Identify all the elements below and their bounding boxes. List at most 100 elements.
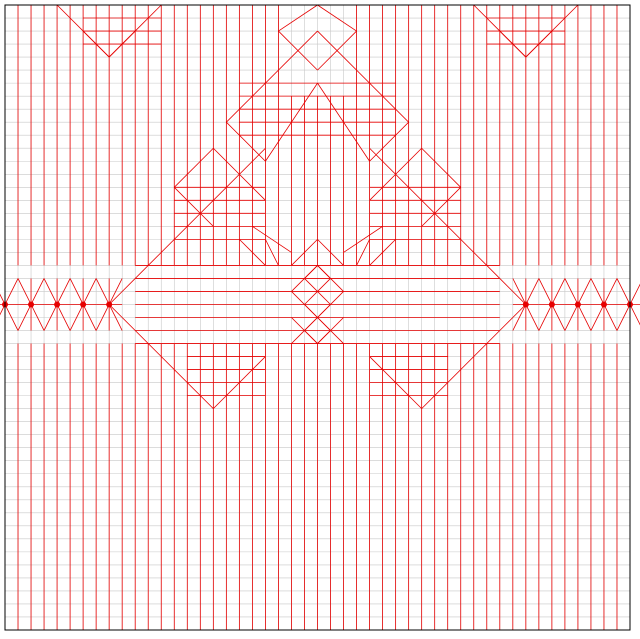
edge-flap-crease <box>603 278 618 305</box>
center-diamond-crease <box>304 317 318 331</box>
center-diamond-crease <box>304 330 318 344</box>
vertex-dot <box>28 301 35 308</box>
diagonal-crease <box>421 147 462 188</box>
fan-crease <box>108 304 136 331</box>
edge-flap-crease <box>629 304 640 326</box>
edge-flap-crease <box>17 278 32 305</box>
edge-flap-crease <box>564 304 579 331</box>
diagonal-crease <box>421 187 462 227</box>
diagonal-crease <box>278 4 318 32</box>
edge-flap-crease <box>108 304 123 331</box>
edge-flap-crease <box>95 278 110 305</box>
vertex-dot <box>522 301 529 308</box>
edge-flap-crease <box>512 278 527 305</box>
edge-flap-crease <box>69 304 84 331</box>
center-diamond-crease <box>317 330 331 344</box>
diagonal-crease <box>213 356 266 409</box>
diagonal-crease <box>369 121 409 162</box>
diagonal-creases <box>56 4 579 409</box>
diagonal-crease <box>499 30 527 58</box>
center-diamond-crease <box>317 291 331 305</box>
diagonal-crease <box>265 82 318 162</box>
diagonal-crease <box>265 239 279 266</box>
edge-flap-crease <box>17 304 32 331</box>
edge-flap-crease <box>512 304 527 331</box>
center-diamond-crease <box>317 317 331 331</box>
edge-flaps <box>0 278 640 331</box>
fan-crease <box>499 304 527 331</box>
diagonal-crease <box>108 30 136 58</box>
diagonal-crease <box>356 239 370 266</box>
vertex-dot <box>54 301 61 308</box>
vertex-dot <box>106 301 113 308</box>
edge-flap-crease <box>551 304 566 331</box>
diagonal-crease <box>173 187 214 227</box>
vertical-creases <box>17 5 618 630</box>
paper-border <box>4 4 631 631</box>
edge-flap-crease <box>69 278 84 305</box>
center-diamond-crease <box>304 291 318 305</box>
fan-crease <box>499 278 527 305</box>
edge-flap-crease <box>538 278 553 305</box>
edge-flap-crease <box>590 278 605 305</box>
diagonal-crease <box>421 330 501 409</box>
diagonal-crease <box>317 239 344 266</box>
diagonal-crease <box>317 30 409 123</box>
diagonal-crease <box>278 30 318 71</box>
edge-flap-crease <box>108 278 123 305</box>
center-diamond-crease <box>304 278 318 292</box>
edge-flap-crease <box>616 304 631 331</box>
diagonal-crease <box>82 30 110 58</box>
edge-flap-crease <box>603 304 618 331</box>
edge-flap-crease <box>30 304 45 331</box>
edge-flap-crease <box>616 278 631 305</box>
edge-flap-crease <box>525 304 540 331</box>
diagonal-crease <box>369 147 422 201</box>
diagonal-crease <box>291 239 318 266</box>
edge-flap-crease <box>4 304 19 331</box>
center-diamond-crease <box>317 265 331 279</box>
diagonal-crease <box>525 30 553 58</box>
edge-flap-crease <box>56 278 71 305</box>
edge-flap-crease <box>590 304 605 331</box>
vertex-dot <box>548 301 555 308</box>
fan-crease <box>108 278 136 305</box>
edge-flap-crease <box>82 304 97 331</box>
edge-flap-crease <box>0 293 6 305</box>
edge-flap-crease <box>30 278 45 305</box>
diagonal-crease <box>173 147 214 188</box>
diagonal-crease <box>317 82 370 162</box>
diagonal-crease <box>134 330 214 409</box>
edge-flap-crease <box>577 278 592 305</box>
edge-flap-crease <box>43 304 58 331</box>
edge-flap-crease <box>56 304 71 331</box>
diagonal-crease <box>226 121 266 162</box>
diagonal-crease <box>252 226 292 253</box>
diagonal-crease <box>369 356 422 409</box>
edge-flap-crease <box>525 278 540 305</box>
center-diamond-crease <box>317 304 331 318</box>
edge-flap-crease <box>82 278 97 305</box>
diagonal-crease <box>343 226 383 253</box>
edge-flap-crease <box>95 304 110 331</box>
edge-flap-crease <box>564 278 579 305</box>
center-diamond-crease <box>317 278 331 292</box>
diagonal-crease <box>317 30 357 71</box>
edge-flap-crease <box>577 304 592 331</box>
edge-flap-crease <box>0 304 6 316</box>
diagonal-crease <box>317 4 357 32</box>
vertex-dot <box>574 301 581 308</box>
vertex-dot <box>80 301 87 308</box>
edge-flap-crease <box>629 283 640 305</box>
edge-flap-crease <box>4 278 19 305</box>
vertex-dot <box>600 301 607 308</box>
diagonal-crease <box>213 147 266 201</box>
diagonal-crease <box>369 239 396 266</box>
diagonal-crease <box>226 30 318 123</box>
edge-flap-crease <box>551 278 566 305</box>
diagonal-crease <box>239 239 266 266</box>
edge-flap-crease <box>538 304 553 331</box>
center-diamond-crease <box>304 265 318 279</box>
